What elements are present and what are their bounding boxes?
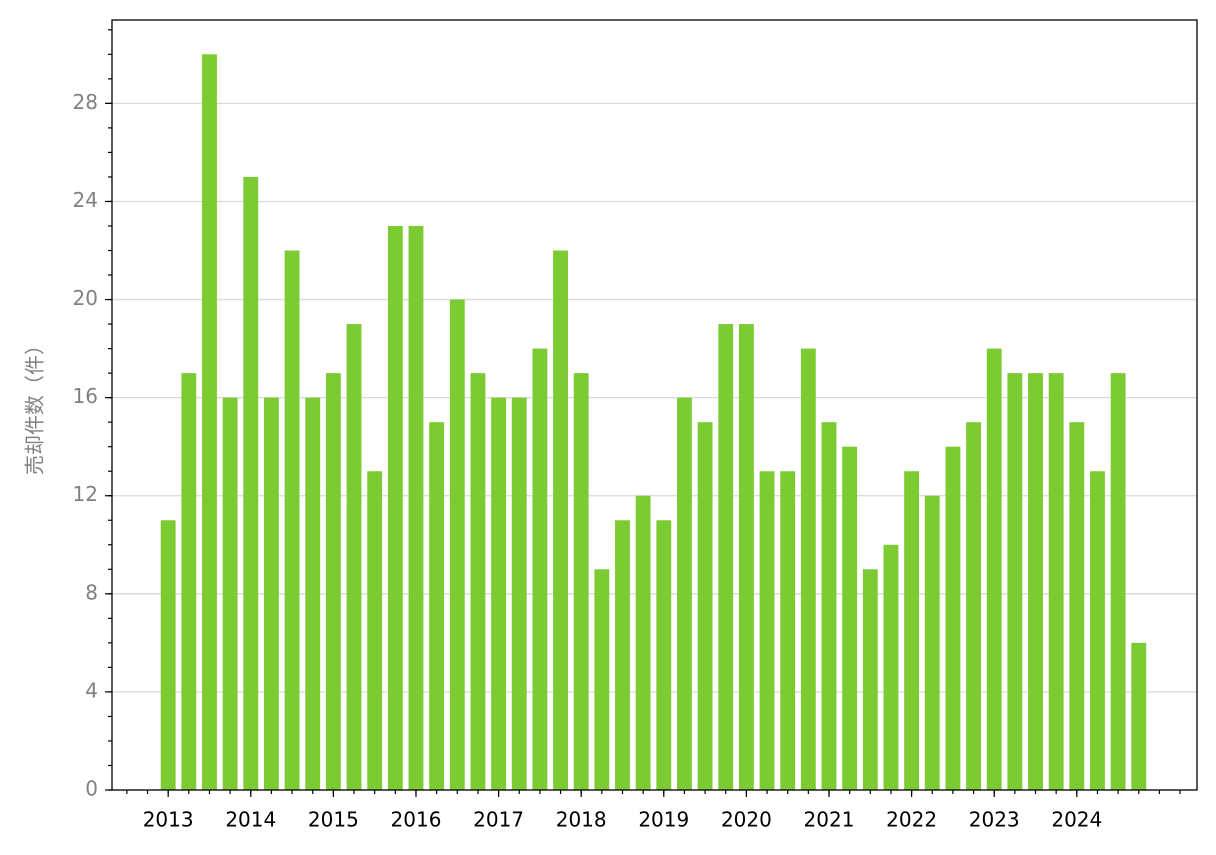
bar: [1007, 373, 1023, 790]
bar: [738, 324, 754, 790]
x-tick-label: 2022: [886, 808, 937, 832]
x-tick-label: 2014: [225, 808, 276, 832]
x-tick-label: 2021: [804, 808, 855, 832]
x-tick-label: 2019: [638, 808, 689, 832]
x-tick-label: 2024: [1051, 808, 1102, 832]
bar: [821, 422, 837, 790]
y-tick-label: 0: [85, 777, 98, 801]
bar: [883, 544, 899, 790]
bar: [202, 54, 217, 790]
y-tick-label: 8: [85, 580, 98, 604]
bar: [367, 471, 383, 790]
y-tick-label: 20: [73, 286, 98, 310]
bar: [263, 397, 279, 790]
plot-frame: [111, 19, 1198, 791]
bar: [697, 422, 713, 790]
x-tick-label: 2018: [556, 808, 607, 832]
bar: [924, 495, 940, 790]
bar: [1090, 471, 1105, 790]
x-tick-label: 2016: [391, 808, 442, 832]
bar: [966, 422, 981, 790]
bar: [429, 422, 445, 790]
bar: [491, 397, 507, 790]
bar: [470, 373, 486, 790]
bar: [635, 495, 651, 790]
y-axis-label: 売却件数（件）: [23, 335, 47, 475]
bar: [284, 250, 300, 791]
bar: [449, 299, 465, 790]
bar: [986, 348, 1002, 790]
bar: [305, 397, 321, 790]
bar: [904, 471, 920, 790]
bar: [160, 520, 176, 790]
x-tick-label: 2020: [721, 808, 772, 832]
bar: [1131, 642, 1147, 790]
bar: [800, 348, 816, 790]
bar: [615, 520, 630, 790]
bar: [181, 373, 197, 790]
bar: [387, 225, 403, 791]
bar: [243, 176, 259, 790]
bar: [1048, 373, 1064, 790]
y-tick-label: 16: [73, 384, 98, 408]
y-tick-label: 4: [85, 678, 98, 702]
bar: [408, 225, 424, 791]
bar: [346, 324, 362, 790]
y-tick-label: 24: [73, 188, 98, 212]
bar: [780, 471, 796, 790]
bar: [594, 569, 610, 790]
bar: [656, 520, 672, 790]
x-tick-label: 2023: [969, 808, 1020, 832]
bar: [553, 250, 568, 791]
y-tick-label: 12: [73, 482, 98, 506]
y-tick-label: 28: [73, 90, 98, 114]
bar: [1110, 373, 1126, 790]
bar: [862, 569, 878, 790]
bar: [325, 373, 341, 790]
x-tick-label: 2013: [143, 808, 194, 832]
x-tick-label: 2017: [473, 808, 524, 832]
bar: [222, 397, 238, 790]
x-tick-label: 2015: [308, 808, 359, 832]
bar: [573, 373, 589, 790]
bar: [1069, 422, 1085, 790]
bar: [759, 471, 775, 790]
bar: [677, 397, 692, 790]
bar: [1028, 373, 1043, 790]
bar: [718, 324, 734, 790]
bar: [511, 397, 527, 790]
bar: [945, 446, 961, 790]
bar: [842, 446, 858, 790]
bar: [532, 348, 548, 790]
